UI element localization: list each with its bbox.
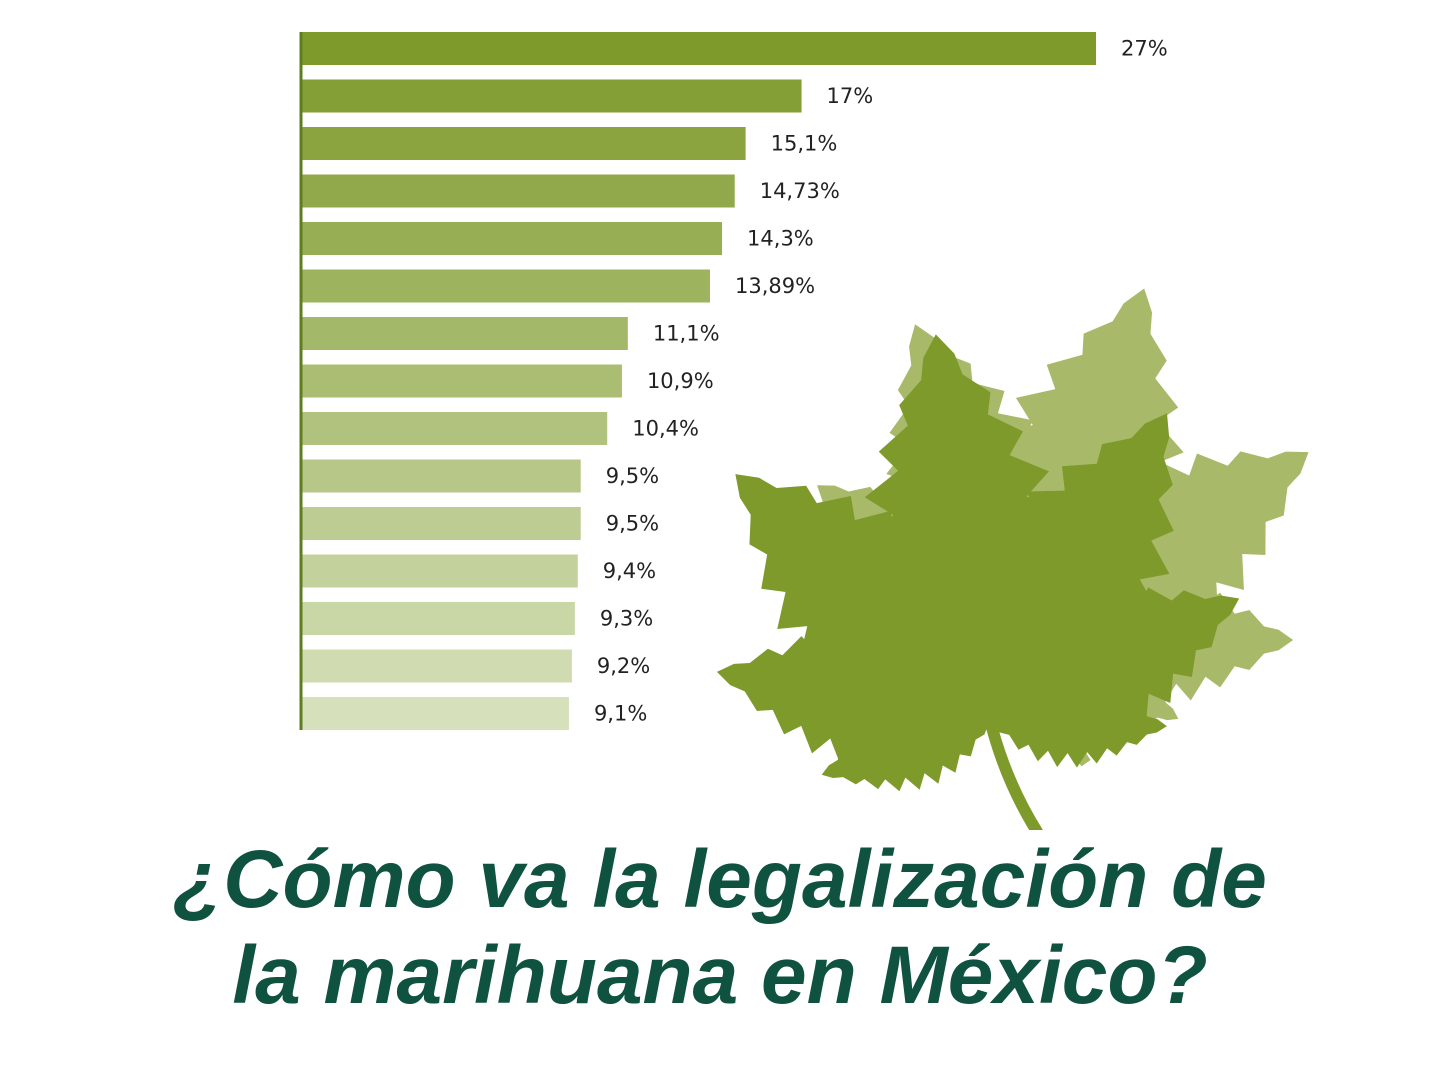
leaflet — [821, 697, 990, 792]
bar-value-label: 15,1% — [771, 132, 838, 156]
bar-value-label: 9,4% — [603, 559, 656, 583]
bar — [301, 602, 575, 635]
bar — [301, 174, 735, 208]
bars — [301, 32, 1096, 730]
bar-value-label: 9,5% — [606, 464, 659, 488]
bar-value-label: 9,1% — [594, 702, 647, 726]
bar — [301, 79, 802, 113]
title-line-2: la marihuana en México? — [232, 930, 1208, 1021]
title-line-1: ¿Cómo va la legalización de — [173, 834, 1267, 925]
bar — [301, 554, 578, 588]
bar-value-label: 14,73% — [760, 179, 840, 203]
bar-value-label: 9,5% — [606, 512, 659, 536]
bar-chart: 27% 17% 15,1% 14,73% 14,3% 13,89% 11,1% 10,9% 10… — [299, 32, 1309, 830]
leaflet — [990, 677, 1167, 768]
value-labels: 27% 17% 15,1% 14,73% 14,3% 13,89% 11,1% 10,9% 10… — [594, 37, 1168, 726]
bar — [301, 649, 572, 683]
page-title: ¿Cómo va la legalización de la marihuana… — [0, 832, 1440, 1024]
bar — [301, 127, 746, 160]
bar-value-label: 9,3% — [600, 607, 653, 631]
bar-value-label: 17% — [827, 84, 874, 108]
bar-value-label: 9,2% — [597, 654, 650, 678]
bar — [301, 32, 1096, 65]
leaf-stem — [984, 718, 1043, 830]
bar — [301, 412, 608, 445]
bar-value-label: 13,89% — [735, 274, 815, 298]
bar — [301, 459, 581, 493]
bar — [301, 222, 723, 255]
bar — [301, 269, 710, 303]
bar — [301, 317, 628, 350]
bar — [301, 507, 581, 540]
bar — [301, 364, 622, 398]
bar-value-label: 11,1% — [653, 322, 720, 346]
cannabis-leaf-icon — [716, 334, 1240, 830]
bar-value-label: 10,4% — [632, 417, 699, 441]
bar-value-label: 27% — [1121, 37, 1168, 61]
bar — [301, 697, 569, 730]
bar-value-label: 14,3% — [747, 227, 814, 251]
bar-value-label: 10,9% — [647, 369, 714, 393]
